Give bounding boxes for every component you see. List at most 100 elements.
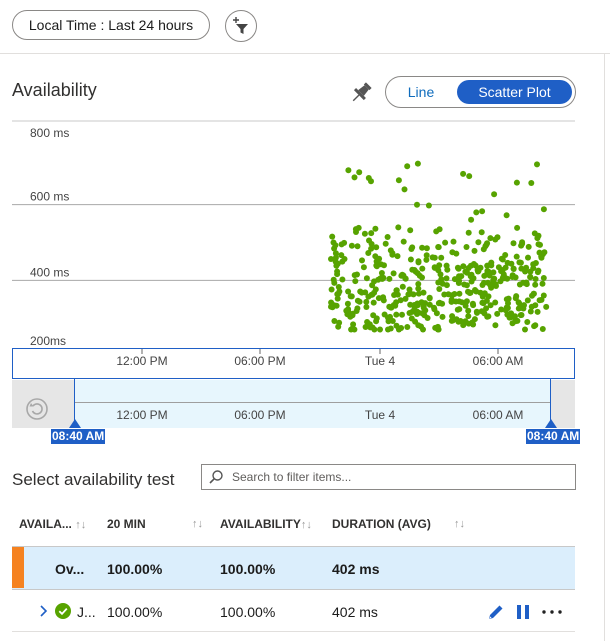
scatter-point[interactable] (341, 256, 348, 262)
scatter-point[interactable] (332, 250, 339, 257)
scatter-point[interactable] (475, 268, 481, 275)
expand-row-button[interactable] (38, 604, 48, 623)
scatter-point[interactable] (472, 287, 478, 293)
scatter-point[interactable] (534, 235, 541, 242)
scatter-point[interactable] (432, 324, 439, 331)
scatter-point[interactable] (368, 178, 374, 185)
scatter-point[interactable] (423, 256, 430, 263)
scatter-point[interactable] (436, 226, 443, 233)
scatter-view-button[interactable]: Scatter Plot (457, 80, 572, 104)
scatter-point[interactable] (532, 281, 539, 288)
scatter-point[interactable] (468, 278, 475, 285)
scatter-point[interactable] (449, 249, 456, 256)
scatter-point[interactable] (408, 315, 415, 322)
edit-button[interactable] (486, 602, 506, 627)
scatter-point[interactable] (348, 293, 355, 300)
scatter-point[interactable] (487, 235, 494, 242)
scatter-point[interactable] (439, 300, 446, 307)
scatter-point[interactable] (503, 212, 510, 219)
scatter-point[interactable] (543, 303, 550, 310)
scatter-point[interactable] (414, 300, 421, 307)
scatter-point[interactable] (415, 309, 422, 316)
scatter-point[interactable] (377, 326, 383, 333)
scatter-point[interactable] (355, 224, 362, 231)
scatter-point[interactable] (539, 280, 546, 287)
scatter-point[interactable] (415, 290, 422, 297)
scatter-point[interactable] (530, 261, 537, 268)
sort-icon[interactable]: ↑↓ (192, 518, 203, 530)
scatter-point[interactable] (514, 224, 521, 231)
scatter-point[interactable] (407, 227, 414, 234)
table-row-overall[interactable] (12, 546, 575, 590)
scatter-point[interactable] (356, 169, 363, 176)
scatter-point[interactable] (394, 253, 401, 260)
scatter-point[interactable] (538, 254, 545, 261)
scatter-point[interactable] (404, 163, 411, 170)
scatter-point[interactable] (423, 252, 430, 259)
scatter-point[interactable] (528, 303, 535, 310)
scatter-point[interactable] (470, 261, 477, 267)
scatter-point[interactable] (431, 264, 438, 271)
scatter-point[interactable] (479, 208, 486, 215)
scatter-point[interactable] (532, 276, 539, 282)
scatter-point[interactable] (387, 304, 394, 311)
scatter-point[interactable] (365, 250, 372, 256)
scatter-point[interactable] (539, 326, 546, 332)
scatter-point[interactable] (443, 282, 450, 289)
scatter-point[interactable] (368, 245, 375, 252)
scatter-point[interactable] (363, 304, 370, 310)
scatter-point[interactable] (415, 281, 422, 287)
scatter-point[interactable] (435, 279, 442, 286)
scatter-point[interactable] (487, 302, 494, 309)
scatter-point[interactable] (456, 273, 462, 280)
scatter-point[interactable] (361, 230, 368, 237)
scatter-point[interactable] (456, 277, 463, 284)
scatter-point[interactable] (481, 310, 488, 317)
scatter-point[interactable] (373, 244, 380, 251)
scatter-point[interactable] (448, 298, 455, 305)
scatter-point[interactable] (402, 295, 409, 302)
scatter-point[interactable] (399, 311, 405, 318)
scatter-point[interactable] (522, 267, 529, 274)
scatter-point[interactable] (512, 313, 518, 320)
scatter-point[interactable] (494, 310, 501, 317)
scatter-point[interactable] (460, 263, 467, 270)
scatter-point[interactable] (399, 283, 406, 290)
scatter-point[interactable] (402, 275, 409, 282)
scatter-point[interactable] (465, 313, 472, 320)
scatter-point[interactable] (380, 294, 387, 301)
scatter-point[interactable] (438, 254, 445, 261)
scatter-point[interactable] (391, 292, 398, 298)
scatter-point[interactable] (330, 239, 337, 246)
scatter-point[interactable] (510, 266, 517, 272)
scatter-point[interactable] (372, 253, 379, 260)
scatter-point[interactable] (425, 202, 432, 209)
scatter-point[interactable] (522, 326, 528, 333)
scatter-point[interactable] (341, 239, 348, 246)
scatter-point[interactable] (443, 262, 450, 269)
range-start-grip[interactable] (69, 419, 81, 428)
scatter-point[interactable] (505, 300, 511, 307)
scatter-point[interactable] (415, 322, 422, 329)
scatter-point[interactable] (499, 256, 506, 263)
scatter-point[interactable] (540, 275, 547, 281)
scatter-point[interactable] (481, 272, 488, 279)
scatter-point[interactable] (401, 186, 408, 193)
scatter-point[interactable] (498, 306, 505, 313)
scatter-point[interactable] (369, 324, 376, 331)
scatter-point[interactable] (460, 170, 467, 177)
scatter-point[interactable] (531, 323, 538, 330)
scatter-point[interactable] (366, 237, 372, 244)
scatter-point[interactable] (540, 292, 547, 299)
scatter-point[interactable] (378, 270, 385, 276)
scatter-point[interactable] (473, 209, 480, 216)
scatter-point[interactable] (451, 291, 458, 297)
scatter-point[interactable] (398, 272, 405, 279)
scatter-point[interactable] (529, 292, 535, 299)
scatter-point[interactable] (475, 239, 482, 246)
scatter-point[interactable] (522, 280, 529, 287)
scatter-point[interactable] (358, 289, 365, 296)
scatter-point[interactable] (462, 268, 469, 275)
scatter-point[interactable] (360, 264, 367, 271)
scatter-point[interactable] (363, 298, 370, 305)
